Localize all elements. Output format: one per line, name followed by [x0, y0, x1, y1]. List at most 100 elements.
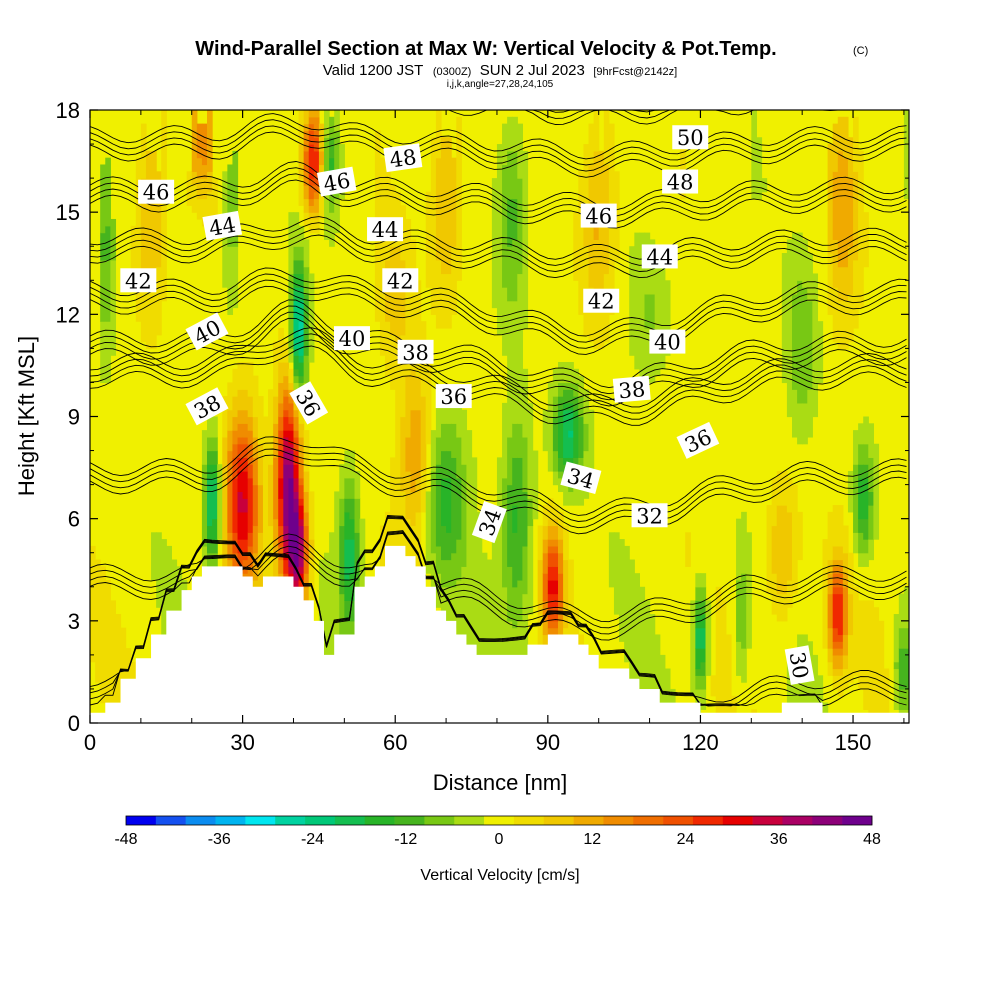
field-cell	[354, 498, 361, 533]
colorbar-swatch	[364, 816, 395, 825]
field-cell	[293, 450, 300, 465]
field-cell	[761, 178, 768, 193]
field-cell	[156, 171, 162, 268]
field-cell	[298, 287, 305, 302]
field-cell	[298, 321, 305, 336]
field-cell	[344, 511, 351, 540]
field-cell	[441, 423, 447, 452]
field-cell	[446, 532, 452, 561]
colorbar-swatch	[394, 816, 425, 825]
field-cell	[441, 137, 447, 275]
field-cell	[166, 545, 172, 663]
field-cell	[903, 110, 909, 200]
field-cell	[502, 402, 508, 479]
field-cell	[247, 566, 254, 581]
field-cell	[303, 150, 310, 172]
field-cell	[842, 654, 849, 670]
field-cell	[802, 239, 808, 288]
field-cell	[527, 402, 534, 499]
field-cell	[212, 464, 218, 479]
field-cell	[298, 498, 305, 506]
contour-label-box	[641, 244, 678, 269]
field-cell	[552, 539, 559, 547]
contour-label-box	[662, 169, 699, 194]
field-cell	[558, 382, 564, 397]
field-cell	[552, 545, 559, 554]
field-cell	[410, 239, 417, 370]
field-cell	[558, 539, 564, 554]
field-cell	[547, 552, 554, 567]
field-cell	[349, 573, 356, 601]
theta-contour-line	[90, 179, 907, 229]
field-cell	[832, 593, 839, 629]
field-cell	[466, 430, 473, 649]
field-cell	[298, 457, 305, 479]
theta-contour-line	[90, 530, 907, 641]
field-cell	[288, 443, 295, 452]
field-cell	[90, 545, 96, 663]
field-cell	[593, 239, 600, 295]
field-cell	[212, 436, 218, 452]
contour-label-box	[676, 421, 720, 459]
field-cell	[629, 246, 635, 356]
field-cell	[303, 239, 310, 268]
colorbar-swatch	[782, 816, 813, 825]
contour-label-box	[383, 143, 423, 173]
field-cell	[222, 396, 228, 438]
field-cell	[425, 348, 432, 445]
field-cell	[853, 586, 859, 676]
contour-label-text: 42	[387, 269, 414, 293]
field-cell	[847, 470, 854, 513]
field-cell	[349, 539, 356, 574]
field-cell	[308, 130, 315, 145]
contour-label: 40	[649, 329, 686, 355]
field-cell	[563, 457, 569, 465]
colorbar-swatch	[513, 816, 545, 825]
field-cell	[583, 423, 590, 452]
field-cell	[832, 573, 839, 588]
field-cell	[736, 641, 742, 676]
field-cell	[695, 668, 702, 676]
field-cell	[563, 382, 569, 390]
field-cell	[873, 443, 880, 540]
field-cell	[298, 178, 305, 206]
colorbar-swatch	[722, 816, 753, 825]
field-cell	[842, 634, 849, 656]
field-cell	[232, 552, 239, 567]
colorbar-swatch	[842, 816, 873, 825]
contour-label-text: 44	[207, 213, 237, 241]
contour-label-text: 40	[654, 331, 681, 355]
field-cell	[853, 430, 859, 465]
colorbar-swatch	[663, 816, 694, 825]
field-cell	[446, 423, 452, 452]
field-cell	[207, 191, 213, 227]
field-cell	[522, 436, 529, 493]
field-cell	[313, 150, 320, 172]
field-cell	[120, 627, 127, 723]
field-cell	[283, 525, 289, 540]
field-cell	[517, 579, 523, 622]
field-cell	[247, 430, 254, 445]
field-cell	[700, 675, 707, 690]
field-cell	[268, 464, 274, 527]
field-cell	[161, 539, 167, 636]
field-cell	[390, 334, 396, 390]
field-cell	[649, 327, 656, 384]
contour-label-text: 40	[339, 327, 366, 351]
field-cell	[802, 287, 808, 404]
y-tick-label: 0	[68, 711, 80, 736]
field-cell	[863, 477, 869, 520]
field-cell	[212, 477, 218, 520]
field-cell	[863, 539, 869, 554]
field-cell	[858, 443, 864, 465]
field-cell	[837, 593, 844, 636]
field-cell	[725, 634, 732, 723]
field-cell	[903, 688, 909, 710]
field-cell	[313, 212, 320, 220]
field-cell	[873, 607, 880, 723]
field-cell	[222, 436, 228, 574]
field-cell	[695, 600, 702, 615]
y-tick-label: 6	[68, 507, 80, 532]
field-cell	[237, 423, 244, 438]
field-cell	[278, 416, 284, 431]
